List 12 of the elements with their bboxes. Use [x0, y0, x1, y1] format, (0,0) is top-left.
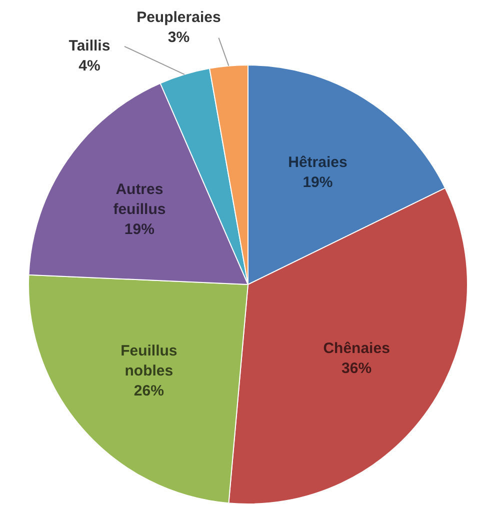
slice-label: Taillis	[68, 38, 110, 55]
data-label: 3%	[168, 28, 190, 46]
slice-label: Feuillus nobles	[120, 342, 178, 380]
slice-label: Peupleraies	[136, 8, 221, 26]
data-label: 19%	[302, 174, 333, 191]
data-label: 19%	[124, 221, 154, 238]
data-label: 36%	[342, 360, 372, 378]
slice-label: Autres feuillus	[113, 181, 166, 218]
slice-label: Chênaies	[323, 340, 390, 358]
data-label: 4%	[78, 58, 100, 75]
slice-label: Hêtraies	[288, 154, 348, 171]
data-label: 26%	[134, 382, 164, 400]
